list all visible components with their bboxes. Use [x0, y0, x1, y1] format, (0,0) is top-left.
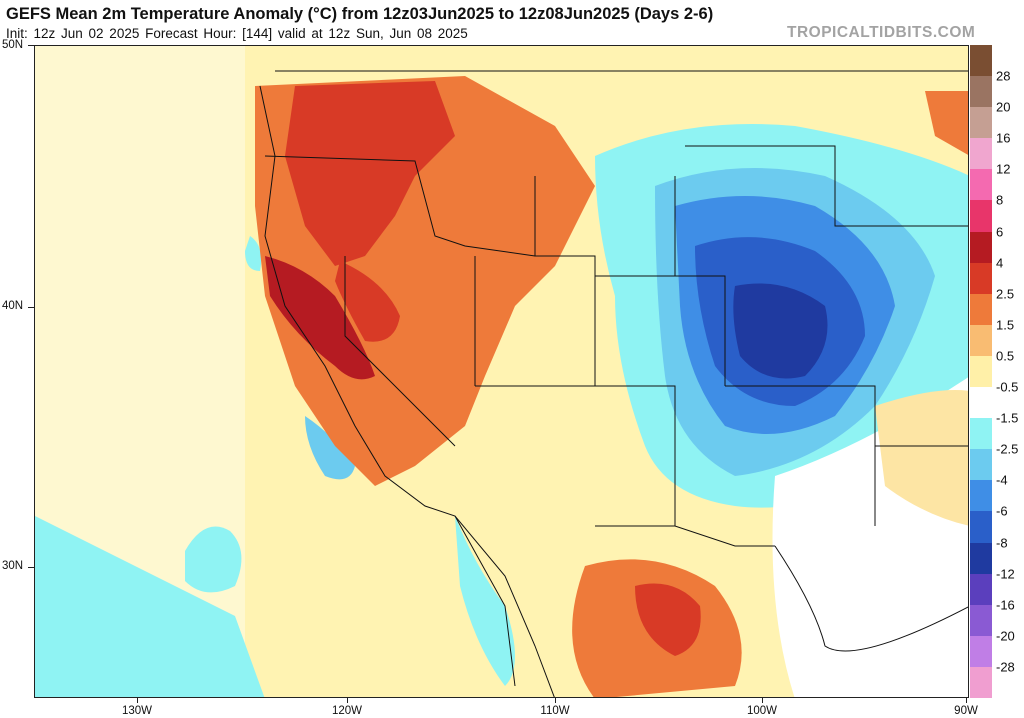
legend-swatch [970, 355, 992, 388]
lon-tick-100w [762, 698, 763, 703]
legend-label: 4 [996, 255, 1004, 271]
lat-tick-50n [28, 45, 34, 46]
lon-label-90w: 90W [954, 705, 978, 717]
baja-cool-patch [455, 516, 515, 686]
legend-label: -1.5 [996, 410, 1019, 426]
lon-label-120w: 120W [331, 705, 363, 717]
southeast-warm-patch [875, 390, 968, 526]
legend-label: -28 [996, 659, 1015, 675]
four-corners-border [475, 385, 676, 526]
legend-swatch [970, 107, 992, 139]
pacific-cool-patch [185, 526, 242, 593]
us-mexico-border [595, 525, 775, 547]
legend-label: -0.5 [996, 379, 1019, 395]
lon-tick-90w [966, 698, 967, 703]
legend-label: -2.5 [996, 441, 1019, 457]
colorado-kansas-border [595, 275, 726, 386]
legend-swatch [970, 324, 992, 357]
legend-swatch [970, 76, 992, 108]
socal-cool-patch [305, 416, 355, 480]
state-boundaries [259, 70, 968, 697]
legend-label: 0.5 [996, 348, 1015, 364]
legend-swatch [970, 573, 992, 606]
gulf-of-california-coast [454, 515, 516, 687]
coast-cool-patch [245, 236, 262, 271]
legend-swatch [970, 293, 992, 326]
legend-label: 16 [996, 130, 1011, 146]
legend-label: -6 [996, 503, 1008, 519]
legend-swatch [970, 138, 992, 170]
legend-swatch [970, 666, 992, 699]
dakotas-border [685, 145, 968, 227]
california-hot-core [265, 256, 375, 380]
legend-swatch [970, 387, 992, 419]
legend-label: 6 [996, 224, 1004, 240]
pacific-cool-area [35, 516, 265, 697]
lon-tick-110w [555, 698, 556, 703]
lon-label-100w: 100W [746, 705, 778, 717]
legend-label: -4 [996, 472, 1008, 488]
legend-label: -8 [996, 535, 1008, 551]
great-lakes-warm [925, 91, 968, 155]
mexico-hot-core [635, 583, 701, 656]
legend-label: 8 [996, 192, 1004, 208]
oklahoma-border [725, 385, 968, 447]
legend-swatch [970, 635, 992, 668]
lon-label-130w: 130W [121, 705, 153, 717]
map-canvas [35, 46, 968, 697]
legend-label: -12 [996, 566, 1015, 582]
lat-label-30n: 30N [2, 560, 24, 572]
utah-colorado-border [534, 176, 596, 386]
nevada-hot-core [335, 261, 400, 342]
legend-swatch [970, 418, 992, 450]
legend-swatch [970, 231, 992, 264]
legend-swatch [970, 200, 992, 233]
brand-watermark: TROPICALTIDBITS.COM [787, 24, 976, 41]
color-legend: 28 20 16 12 8 6 4 2.5 1.5 0.5 -0.5 -1.5 -2.5 -4 -6 -8 -1… [970, 45, 1022, 699]
legend-label: -16 [996, 597, 1015, 613]
legend-label: 2.5 [996, 286, 1015, 302]
lon-label-110w: 110W [540, 705, 570, 717]
lat-tick-30n [28, 567, 34, 568]
map-title: GEFS Mean 2m Temperature Anomaly (°C) fr… [6, 5, 714, 23]
oregon-idaho-border [264, 155, 536, 257]
anomaly-map [34, 45, 969, 698]
legend-swatch [970, 480, 992, 512]
legend-swatch [970, 262, 992, 295]
lon-tick-130w [137, 698, 138, 703]
california-nevada-border [344, 256, 456, 447]
legend-swatch [970, 604, 992, 637]
map-subtitle: Init: 12z Jun 02 2025 Forecast Hour: [14… [6, 26, 468, 41]
legend-label: 12 [996, 161, 1011, 177]
lat-tick-40n [28, 307, 34, 308]
pacific-coastline [259, 85, 555, 697]
lat-label-40n: 40N [2, 300, 24, 312]
legend-label: 1.5 [996, 317, 1015, 333]
gulf-coastline [774, 545, 968, 652]
legend-swatch [970, 169, 992, 201]
legend-label: 20 [996, 99, 1011, 115]
northwest-hot-core [285, 81, 455, 266]
legend-swatch [970, 542, 992, 575]
plains-coldest-core [733, 283, 828, 379]
legend-swatch [970, 511, 992, 544]
legend-label: -20 [996, 628, 1015, 644]
legend-swatch [970, 45, 992, 77]
lon-tick-120w [347, 698, 348, 703]
lat-label-50n: 50N [2, 39, 24, 51]
legend-swatch [970, 449, 992, 481]
legend-label: 28 [996, 68, 1011, 84]
